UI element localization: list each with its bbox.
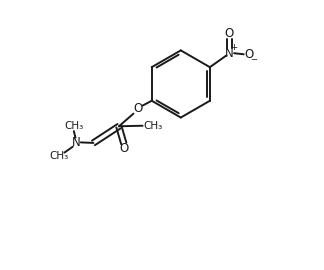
Text: O: O [244,48,253,61]
Text: CH₃: CH₃ [64,121,84,131]
Text: O: O [133,102,142,115]
Text: O: O [225,27,234,40]
Text: −: − [250,55,258,64]
Text: O: O [119,142,128,155]
Text: CH₃: CH₃ [49,151,68,161]
Text: N: N [72,136,80,149]
Text: CH₃: CH₃ [144,121,163,131]
Text: N: N [225,47,234,60]
Text: +: + [230,43,237,52]
